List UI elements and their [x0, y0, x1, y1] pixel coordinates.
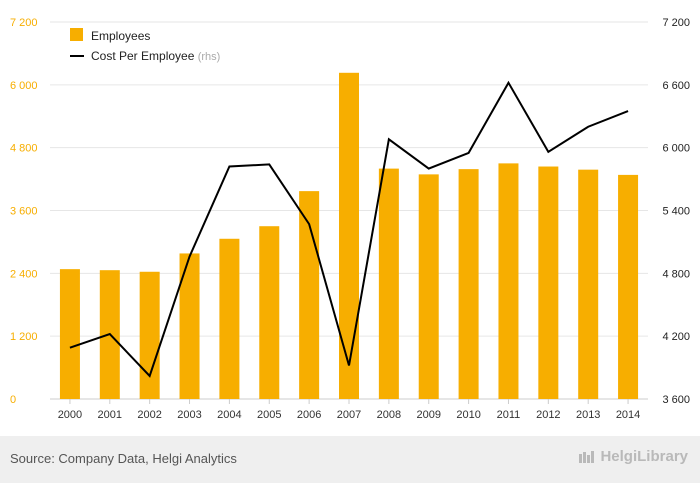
y-left-tick-label: 2 400: [10, 268, 38, 280]
legend-swatch-employees: [70, 28, 83, 41]
footer: Source: Company Data, Helgi Analytics He…: [0, 436, 700, 483]
left-axis: 0 1 200 2 400 3 600 4 800 6 000 7 200: [10, 17, 38, 406]
line-cost-per-employee: [69, 80, 629, 378]
x-tick-label: 2007: [337, 409, 361, 421]
x-tick-label: 2004: [217, 409, 241, 421]
source-note: Source: Company Data, Helgi Analytics: [10, 451, 237, 466]
y-left-tick-label: 4 800: [10, 143, 38, 155]
y-right-tick-label: 4 800: [662, 268, 690, 280]
bars: [59, 72, 639, 399]
x-axis: 2000 2001 2002 2003 2004 2005 2006 2007 2008 2009…: [58, 399, 640, 421]
x-tick-label: 2008: [377, 409, 401, 421]
bar-employees: [378, 168, 399, 399]
y-left-tick-label: 7 200: [10, 17, 38, 29]
library-logo-icon: [579, 450, 595, 463]
x-tick-label: 2002: [137, 409, 161, 421]
bar-employees: [179, 253, 200, 399]
x-tick-label: 2009: [416, 409, 440, 421]
x-tick-label: 2001: [98, 409, 122, 421]
bar-employees: [299, 191, 320, 399]
y-right-tick-label: 3 600: [662, 394, 690, 406]
legend-label-cost: Cost Per Employee (rhs): [91, 49, 220, 63]
legend-label-employees: Employees: [91, 29, 150, 43]
x-tick-label: 2013: [576, 409, 600, 421]
y-left-tick-label: 6 000: [10, 80, 38, 92]
y-left-tick-label: 0: [10, 394, 16, 406]
brand-name: HelgiLibrary: [600, 448, 688, 465]
x-tick-label: 2003: [177, 409, 201, 421]
legend: Employees Cost Per Employee (rhs): [70, 28, 220, 63]
y-right-tick-label: 7 200: [662, 17, 690, 29]
y-left-tick-label: 1 200: [10, 331, 38, 343]
x-tick-label: 2014: [616, 409, 640, 421]
bar-employees: [59, 269, 80, 399]
bar-employees: [538, 166, 559, 399]
x-tick-label: 2006: [297, 409, 321, 421]
y-right-tick-label: 6 000: [662, 143, 690, 155]
y-right-tick-label: 4 200: [662, 331, 690, 343]
brand-logo: HelgiLibrary: [578, 448, 688, 465]
y-right-tick-label: 6 600: [662, 80, 690, 92]
x-tick-label: 2005: [257, 409, 281, 421]
bar-employees: [618, 174, 639, 399]
bar-employees: [139, 271, 160, 399]
bar-employees: [458, 169, 479, 399]
x-tick-label: 2012: [536, 409, 560, 421]
legend-label-cost-suffix: (rhs): [198, 51, 221, 63]
cost-line: [69, 80, 629, 378]
bar-employees: [339, 72, 359, 399]
x-tick-label: 2011: [497, 409, 521, 421]
bar-employees: [418, 174, 439, 399]
chart-svg: 0 1 200 2 400 3 600 4 800 6 000 7 200 3 600 4 2…: [10, 17, 690, 421]
bar-employees: [578, 169, 599, 399]
right-axis: 3 600 4 200 4 800 5 400 6 000 6 600 7 200: [662, 17, 690, 406]
x-tick-label: 2000: [58, 409, 82, 421]
legend-label-cost-name: Cost Per Employee: [91, 49, 195, 63]
bar-employees: [259, 226, 280, 399]
y-right-tick-label: 5 400: [662, 206, 690, 218]
bar-employees: [219, 238, 240, 399]
x-tick-label: 2010: [456, 409, 480, 421]
y-left-tick-label: 3 600: [10, 206, 38, 218]
bar-employees: [498, 163, 519, 399]
